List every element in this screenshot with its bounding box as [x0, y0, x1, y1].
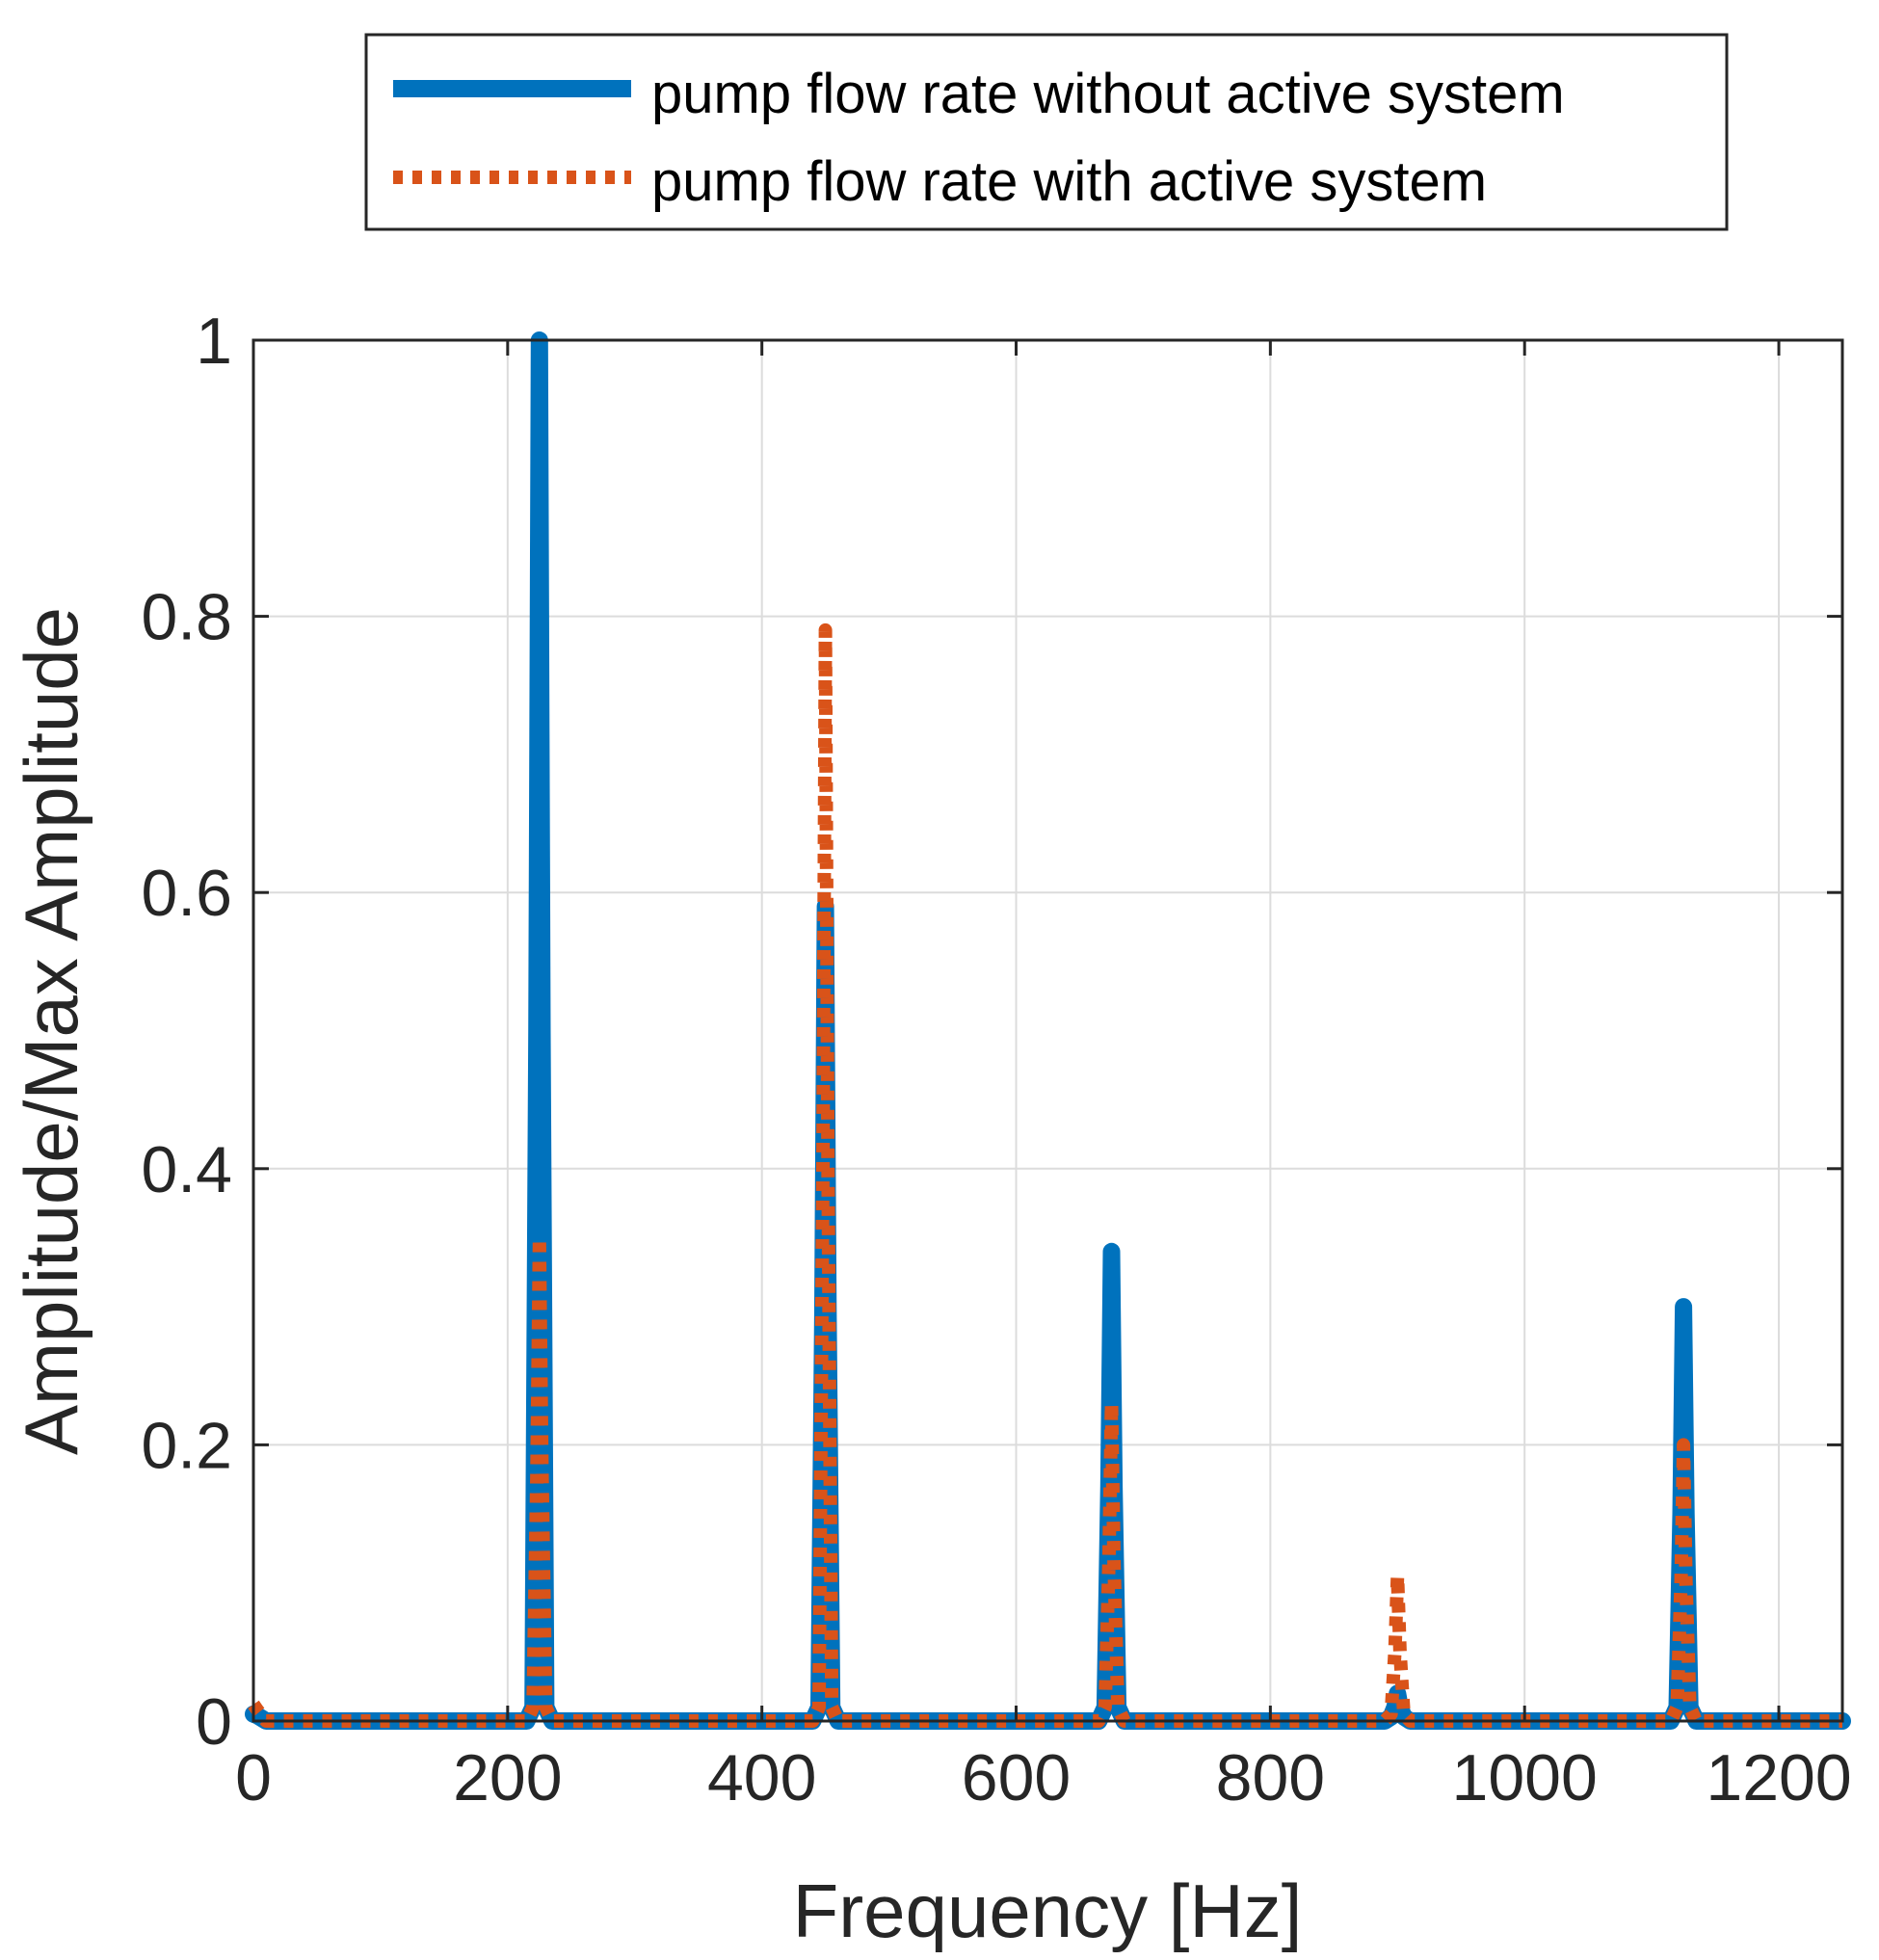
x-tick-label: 600	[962, 1741, 1071, 1814]
x-tick-label: 1200	[1706, 1741, 1851, 1814]
series-layer	[245, 331, 1851, 1730]
ticks	[251, 338, 1842, 1723]
y-tick-label: 0.8	[141, 581, 232, 654]
series-line-without-active	[245, 331, 1851, 1730]
x-tick-label: 800	[1216, 1741, 1325, 1814]
y-tick-label: 0	[196, 1685, 232, 1759]
x-tick-label: 1000	[1452, 1741, 1598, 1814]
axes-frame	[251, 338, 1844, 1723]
y-axis-label: Amplitude/Max Amplitude	[9, 607, 93, 1455]
x-tick-label: 400	[707, 1741, 816, 1814]
legend-label-with-active: pump flow rate with active system	[651, 150, 1487, 213]
legend: pump flow rate without active system pum…	[364, 33, 1729, 231]
legend-box	[364, 33, 1729, 231]
series-line-with-active	[248, 622, 1842, 1728]
y-tick-label: 0.4	[141, 1133, 232, 1206]
y-tick-label: 0.6	[141, 857, 232, 930]
y-tick-label: 0.2	[141, 1409, 232, 1482]
y-tick-label: 1	[196, 305, 232, 378]
legend-label-without-active: pump flow rate without active system	[651, 63, 1565, 125]
x-axis-label: Frequency [Hz]	[793, 1868, 1303, 1953]
x-tick-label: 200	[453, 1741, 562, 1814]
tick-labels: 0 200 400 600 800 1000 1200 0 0.2 0.4 0.6 0.8 1	[141, 305, 1851, 1814]
x-tick-label: 0	[235, 1741, 272, 1814]
grid	[253, 340, 1842, 1721]
